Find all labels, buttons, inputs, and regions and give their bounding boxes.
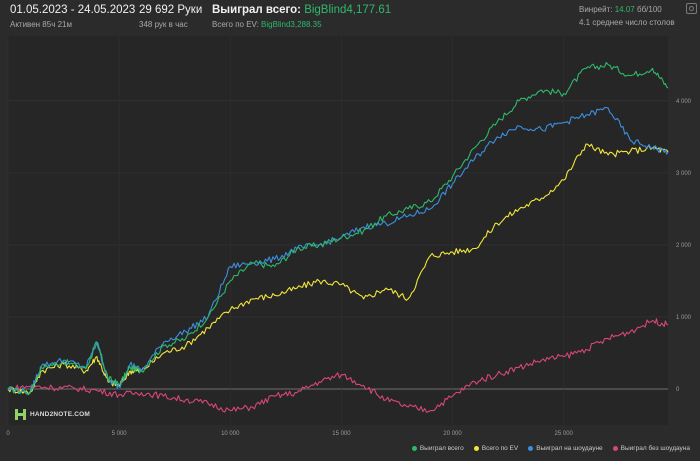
y-tick-label: 0 xyxy=(676,387,680,393)
y-tick-label: 1 000 xyxy=(676,315,692,321)
ev-value: BigBlind3,288.35 xyxy=(261,20,322,29)
legend-label: Выиграл на шоудауне xyxy=(536,445,603,452)
winnings-block: Выиграл всего: BigBlind4,177.61 Всего по… xyxy=(212,4,391,29)
series-line xyxy=(7,143,669,395)
winrate-value: 14.07 xyxy=(614,5,635,14)
legend-label: Всего по EV xyxy=(481,445,519,452)
legend-marker xyxy=(411,446,417,451)
gear-icon[interactable] xyxy=(686,3,697,14)
hands-count: 29 692 Руки xyxy=(139,4,203,16)
ev-label: Всего по EV: xyxy=(212,20,259,29)
legend-marker xyxy=(612,446,618,451)
x-tick-label: 0 xyxy=(6,431,10,437)
summary-header: 01.05.2023 - 24.05.2023 Активен 85ч 21м … xyxy=(0,0,700,34)
avg-tables: 4.1 среднее число столов xyxy=(579,18,675,27)
winrate-suffix: бб/100 xyxy=(636,5,662,14)
y-tick-label: 4 000 xyxy=(676,99,692,105)
series-line xyxy=(7,61,669,396)
legend-item[interactable]: Выиграл на шоудауне xyxy=(528,445,603,452)
series-line xyxy=(7,318,669,413)
won-total-value: BigBlind4,177.61 xyxy=(304,4,392,16)
won-total-label: Выиграл всего: xyxy=(212,4,301,16)
legend-label: Выиграл без шоудауна xyxy=(620,445,690,452)
chart-legend: Выиграл всего Всего по EV Выиграл на шоуда… xyxy=(411,445,690,452)
x-tick-label: 5 000 xyxy=(112,431,128,437)
winrate-block: Винрейт: 14.07 бб/100 4.1 среднее число … xyxy=(579,5,675,27)
hands-block: 29 692 Руки 348 рук в час xyxy=(139,4,202,29)
legend-label: Выиграл всего xyxy=(419,445,464,452)
x-tick-label: 25 000 xyxy=(555,431,574,437)
legend-marker xyxy=(528,446,534,451)
legend-item[interactable]: Выиграл всего xyxy=(411,445,464,452)
date-block: 01.05.2023 - 24.05.2023 Активен 85ч 21м xyxy=(10,4,135,29)
y-tick-label: 2 000 xyxy=(676,243,692,249)
legend-item[interactable]: Выиграл без шоудауна xyxy=(612,445,690,452)
legend-marker xyxy=(473,446,479,451)
hand2note-logo: HAND2NOTE.COM xyxy=(15,409,90,420)
date-range[interactable]: 01.05.2023 - 24.05.2023 xyxy=(10,4,136,16)
x-tick-label: 20 000 xyxy=(443,431,462,437)
legend-item[interactable]: Всего по EV xyxy=(473,445,519,452)
hands-per-hour: 348 рук в час xyxy=(139,20,188,29)
hand2note-logo-text: HAND2NOTE.COM xyxy=(30,411,91,418)
winrate-label: Винрейт: xyxy=(579,5,613,14)
plot-area xyxy=(8,36,668,425)
x-tick-label: 10 000 xyxy=(221,431,240,437)
y-tick-label: 3 000 xyxy=(676,171,692,177)
active-time: Активен 85ч 21м xyxy=(10,20,72,29)
hand2note-logo-icon xyxy=(15,409,26,420)
x-tick-label: 15 000 xyxy=(332,431,351,437)
